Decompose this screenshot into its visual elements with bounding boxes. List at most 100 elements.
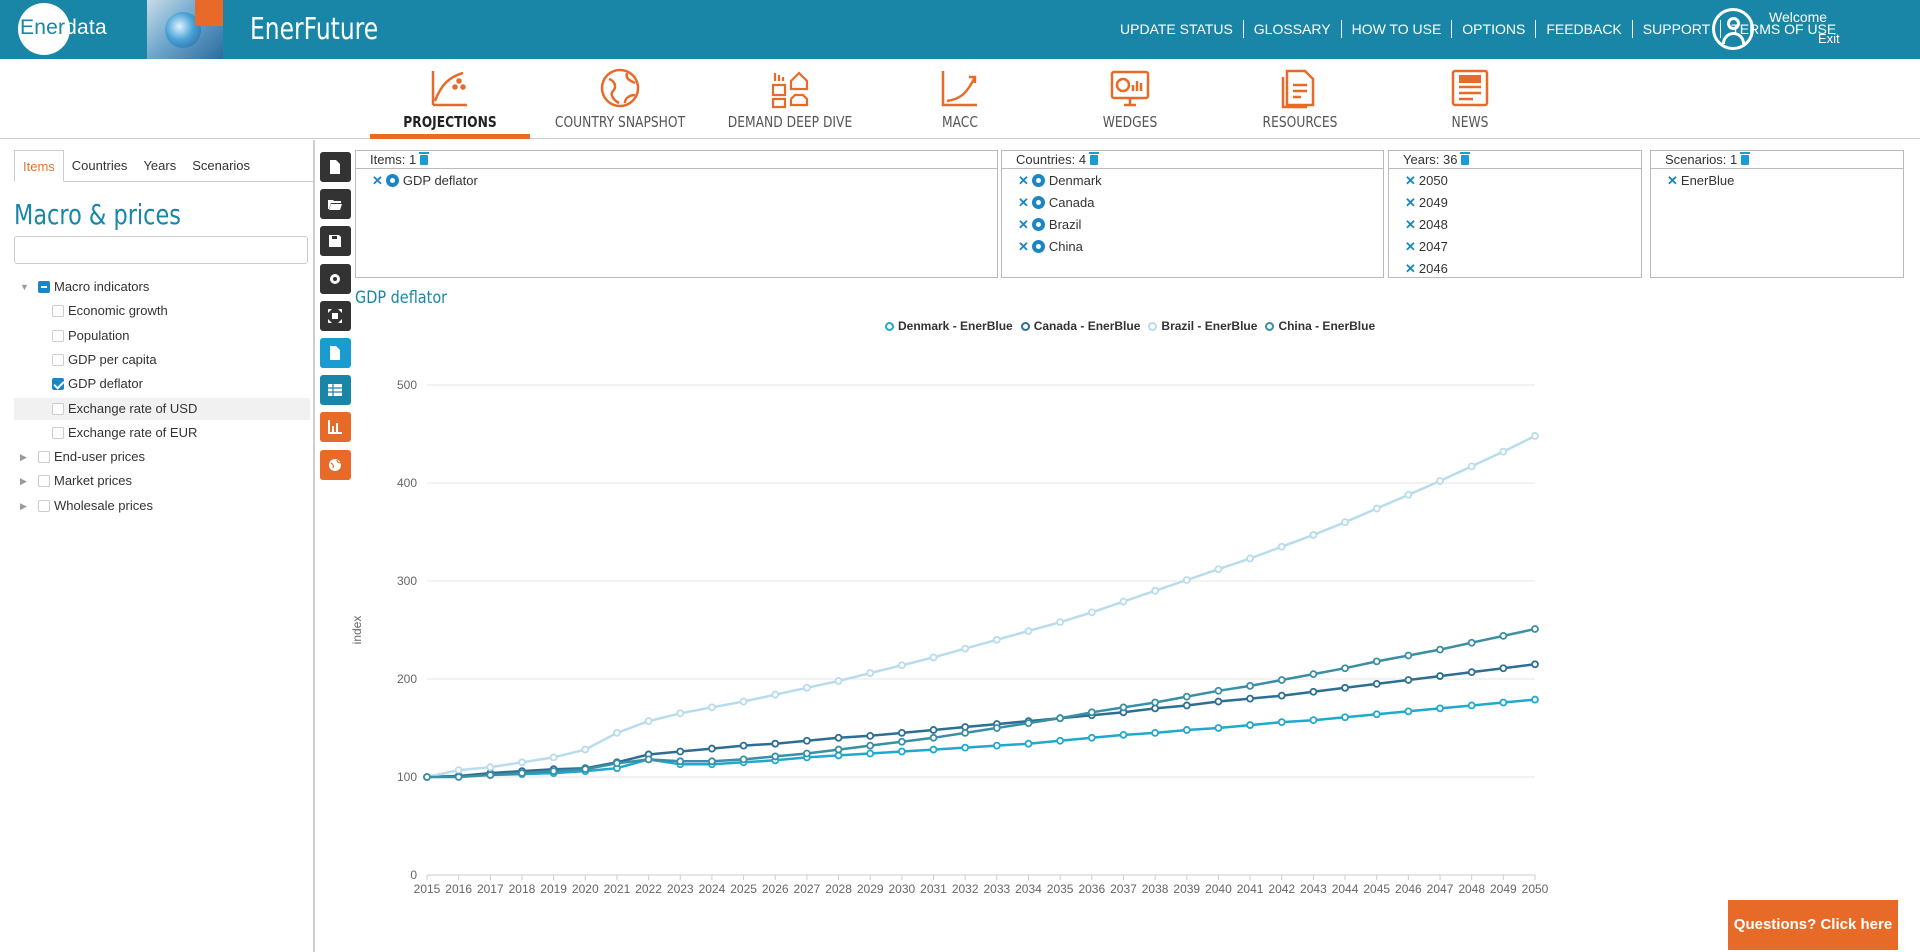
nav-link-feedback[interactable]: FEEDBACK — [1535, 20, 1631, 38]
tree-search-input[interactable] — [14, 236, 308, 264]
data-point[interactable] — [1087, 608, 1096, 617]
data-point[interactable] — [1531, 660, 1539, 669]
data-point[interactable] — [1214, 686, 1223, 695]
data-point[interactable] — [1436, 645, 1444, 654]
map-view-button[interactable] — [320, 449, 351, 480]
remove-x-icon[interactable]: ✕ — [1405, 261, 1416, 276]
data-point[interactable] — [866, 731, 875, 740]
remove-x-icon[interactable]: ✕ — [1667, 173, 1678, 188]
data-point[interactable] — [549, 767, 558, 776]
table-view-button[interactable] — [320, 375, 351, 406]
series-china-enerblue[interactable] — [423, 625, 1539, 781]
data-point[interactable] — [1309, 531, 1318, 539]
data-point[interactable] — [897, 661, 906, 670]
checkbox[interactable] — [52, 402, 64, 415]
data-point[interactable] — [1341, 518, 1349, 527]
data-point[interactable] — [929, 745, 938, 754]
remove-x-icon[interactable]: ✕ — [1405, 173, 1416, 188]
data-point[interactable] — [423, 773, 431, 781]
settings-gear-button[interactable] — [320, 263, 351, 294]
save-button[interactable] — [320, 226, 351, 257]
data-point[interactable] — [1214, 724, 1223, 732]
data-point[interactable] — [708, 703, 716, 712]
data-point[interactable] — [1372, 710, 1381, 719]
data-point[interactable] — [549, 753, 558, 762]
nav-link-support[interactable]: SUPPORT — [1631, 20, 1720, 38]
data-point[interactable] — [1341, 713, 1349, 722]
data-point[interactable] — [486, 771, 495, 779]
checkbox[interactable] — [38, 451, 50, 464]
data-point[interactable] — [1151, 728, 1160, 737]
data-point[interactable] — [1024, 627, 1033, 635]
data-point[interactable] — [1277, 542, 1286, 551]
data-point[interactable] — [1182, 576, 1191, 584]
data-point[interactable] — [992, 724, 1001, 732]
data-point[interactable] — [708, 757, 716, 766]
data-point[interactable] — [1404, 490, 1413, 499]
export-file-button[interactable] — [320, 338, 351, 368]
tree-item-wholesale-prices[interactable]: ▶ Wholesale prices — [14, 495, 310, 517]
checkbox[interactable] — [38, 475, 50, 488]
data-point[interactable] — [676, 709, 685, 718]
legend-item[interactable]: Denmark - EnerBlue — [885, 319, 1013, 333]
data-point[interactable] — [1499, 447, 1508, 456]
data-point[interactable] — [644, 755, 653, 764]
remove-x-icon[interactable]: ✕ — [1018, 217, 1029, 232]
remove-x-icon[interactable]: ✕ — [1018, 239, 1029, 254]
data-point[interactable] — [897, 747, 906, 756]
visibility-eye-icon[interactable] — [385, 174, 399, 187]
data-point[interactable] — [1372, 679, 1381, 688]
data-point[interactable] — [708, 744, 716, 753]
data-point[interactable] — [739, 755, 748, 764]
data-point[interactable] — [1056, 736, 1065, 745]
tab-projections[interactable]: PROJECTIONS — [370, 59, 530, 139]
tree-item-market-prices[interactable]: ▶ Market prices — [14, 470, 310, 492]
data-point[interactable] — [771, 739, 780, 748]
data-point[interactable] — [1246, 554, 1254, 563]
tree-item-macro-indicators[interactable]: ▼ Macro indicators — [14, 276, 310, 298]
nav-link-update-status[interactable]: UPDATE STATUS — [1120, 21, 1233, 37]
data-point[interactable] — [1499, 698, 1508, 707]
data-point[interactable] — [1404, 651, 1413, 660]
checkbox[interactable] — [52, 329, 64, 342]
user-account-icon[interactable] — [1712, 8, 1754, 50]
checkbox[interactable] — [38, 499, 50, 512]
data-point[interactable] — [1277, 718, 1286, 727]
nav-link-how-to-use[interactable]: HOW TO USE — [1340, 20, 1452, 38]
tab-country-snapshot[interactable]: COUNTRY SNAPSHOT — [540, 59, 700, 139]
data-point[interactable] — [1214, 565, 1223, 574]
data-point[interactable] — [1277, 691, 1286, 700]
data-point[interactable] — [1119, 597, 1128, 606]
data-point[interactable] — [866, 669, 875, 678]
remove-x-icon[interactable]: ✕ — [1405, 239, 1416, 254]
trash-icon[interactable] — [1740, 152, 1751, 165]
caret-right-icon[interactable]: ▶ — [20, 476, 27, 487]
data-point[interactable] — [1499, 631, 1508, 640]
data-point[interactable] — [1277, 676, 1286, 684]
left-tab-scenarios[interactable]: Scenarios — [192, 158, 251, 173]
legend-item[interactable]: Canada - EnerBlue — [1020, 319, 1140, 333]
tree-item-population[interactable]: Population — [14, 325, 310, 347]
remove-x-icon[interactable]: ✕ — [372, 173, 383, 188]
data-point[interactable] — [739, 697, 748, 706]
data-point[interactable] — [1182, 692, 1191, 701]
data-point[interactable] — [929, 653, 938, 662]
legend-item[interactable]: China - EnerBlue — [1265, 319, 1375, 333]
series-brazil-enerblue[interactable] — [423, 432, 1539, 781]
data-point[interactable] — [1436, 477, 1444, 485]
data-point[interactable] — [1436, 704, 1444, 713]
data-point[interactable] — [1119, 730, 1128, 739]
data-point[interactable] — [834, 745, 843, 754]
data-point[interactable] — [1246, 721, 1254, 729]
tab-resources[interactable]: RESOURCES — [1220, 59, 1380, 139]
data-point[interactable] — [1372, 657, 1381, 666]
data-point[interactable] — [961, 644, 970, 653]
data-point[interactable] — [771, 690, 780, 699]
checkbox[interactable] — [52, 378, 64, 391]
data-point[interactable] — [1182, 701, 1191, 710]
data-point[interactable] — [1214, 697, 1223, 706]
enerdata-logo[interactable] — [18, 3, 70, 55]
data-point[interactable] — [581, 765, 590, 774]
data-point[interactable] — [1467, 462, 1476, 471]
data-point[interactable] — [1467, 638, 1476, 647]
